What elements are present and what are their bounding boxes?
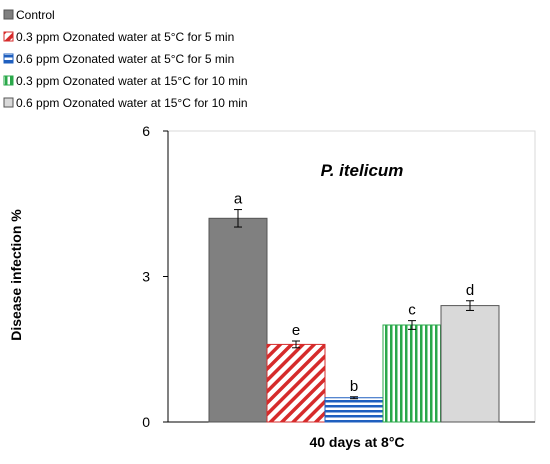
- legend-item: 0.3 ppm Ozonated water at 5°C for 5 min: [3, 30, 234, 44]
- bar: [208, 217, 268, 423]
- bar-significance-label: d: [466, 282, 474, 299]
- error-bar: [234, 209, 242, 228]
- error-bar: [408, 320, 416, 330]
- bar: [440, 305, 500, 423]
- bar: [266, 343, 326, 423]
- error-bar: [292, 340, 300, 349]
- legend-item: Control: [3, 8, 55, 22]
- bar-significance-label: e: [292, 322, 300, 339]
- legend-label: 0.3 ppm Ozonated water at 15°C for 10 mi…: [16, 74, 248, 88]
- legend-swatch: [3, 31, 14, 42]
- bar-significance-label: b: [350, 378, 358, 395]
- y-axis-label: Disease infection %: [8, 209, 24, 341]
- legend-item: 0.6 ppm Ozonated water at 5°C for 5 min: [3, 52, 234, 66]
- error-bar: [466, 300, 474, 311]
- legend-label: 0.3 ppm Ozonated water at 5°C for 5 min: [16, 30, 234, 44]
- y-tick-label: 6: [142, 123, 150, 139]
- bar: [324, 397, 384, 423]
- legend-swatch: [3, 9, 14, 20]
- bar: [382, 324, 442, 423]
- chart-title: P. itelicum: [321, 161, 404, 180]
- legend-swatch: [3, 75, 14, 86]
- y-tick-label: 3: [142, 269, 150, 285]
- bar-significance-label: a: [234, 191, 243, 208]
- x-axis-label: 40 days at 8°C: [309, 434, 404, 450]
- legend-label: 0.6 ppm Ozonated water at 5°C for 5 min: [16, 52, 234, 66]
- legend-item: 0.3 ppm Ozonated water at 15°C for 10 mi…: [3, 74, 248, 88]
- legend: Control 0.3 ppm Ozonated water at 5°C for…: [3, 8, 248, 110]
- error-bar: [350, 396, 358, 400]
- bar-significance-label: c: [408, 302, 416, 319]
- y-tick-label: 0: [142, 414, 150, 430]
- y-ticks: 0 3 6: [142, 123, 168, 430]
- bars: a e b c d: [208, 191, 500, 423]
- legend-item: 0.6 ppm Ozonated water at 15°C for 10 mi…: [3, 96, 248, 110]
- legend-label: 0.6 ppm Ozonated water at 15°C for 10 mi…: [16, 96, 248, 110]
- legend-swatch: [3, 97, 14, 108]
- legend-swatch: [3, 53, 14, 64]
- legend-label: Control: [16, 8, 55, 22]
